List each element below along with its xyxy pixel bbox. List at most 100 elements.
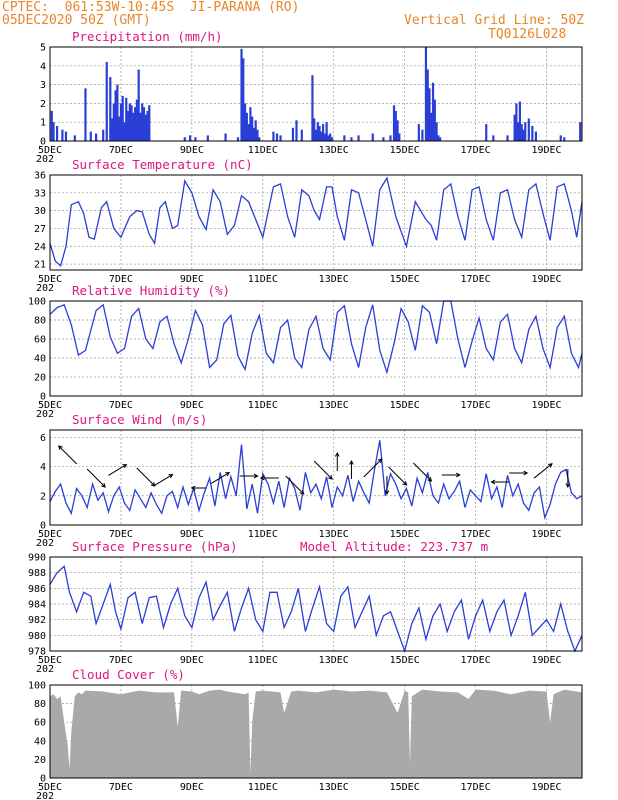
x-tick-label: 13DEC xyxy=(319,145,349,156)
x-tick-label: 5DEC xyxy=(38,529,62,540)
y-tick-label: 986 xyxy=(28,584,46,595)
wind-arrow-head xyxy=(299,490,305,495)
y-tick-label: 2 xyxy=(40,99,46,110)
y-tick-label: 6 xyxy=(40,433,46,444)
precip-bar xyxy=(256,129,259,141)
x-tick-label: 7DEC xyxy=(109,782,133,793)
wind-arrow-head xyxy=(225,472,231,477)
precip-bar xyxy=(398,133,401,141)
precip-bar xyxy=(435,122,438,141)
temperature-series-line xyxy=(49,176,583,267)
precip-bar xyxy=(527,118,530,141)
wind-arrow xyxy=(210,472,230,484)
wind-arrow xyxy=(313,460,333,480)
precip-bar xyxy=(439,137,442,141)
precip-bar xyxy=(329,133,332,141)
wind-arrow xyxy=(388,466,407,486)
precip-bar xyxy=(357,135,360,141)
precipitation-plot-frame xyxy=(49,46,583,142)
humidity-title: Relative Humidity (%) xyxy=(72,283,230,298)
x-tick-label: 15DEC xyxy=(390,400,420,411)
wind-arrow-head xyxy=(334,451,340,457)
precip-bar xyxy=(236,137,240,141)
x-tick-label: 13DEC xyxy=(319,274,349,285)
wind-arrow xyxy=(58,445,78,465)
x-tick-label: 5DEC xyxy=(38,145,62,156)
wind-arrow-head xyxy=(57,445,63,450)
x-tick-label: 17DEC xyxy=(461,145,491,156)
wind-title: Surface Wind (m/s) xyxy=(72,412,207,427)
x-overflow-label: 202 xyxy=(36,409,54,420)
precip-bar xyxy=(513,114,516,141)
wind-arrow-head xyxy=(349,459,354,465)
precip-bar xyxy=(123,122,126,141)
precip-bar xyxy=(316,122,319,141)
wind-arrow-head xyxy=(456,472,461,478)
cloud-title: Cloud Cover (%) xyxy=(72,667,185,682)
x-tick-label: 17DEC xyxy=(461,782,491,793)
wind-arrow-head xyxy=(547,463,553,468)
y-tick-label: 100 xyxy=(28,681,46,692)
wind-arrow xyxy=(136,467,156,487)
wind-arrow-head xyxy=(122,464,128,469)
precip-bar xyxy=(61,129,64,141)
precip-bar xyxy=(424,47,428,141)
precip-bar xyxy=(389,135,392,141)
wind-arrow xyxy=(108,464,127,476)
x-tick-label: 11DEC xyxy=(248,655,278,666)
wind-arrow-head xyxy=(565,483,571,489)
y-tick-label: 0 xyxy=(40,137,46,148)
y-tick-label: 990 xyxy=(28,553,46,564)
precip-bar xyxy=(300,129,303,141)
x-tick-label: 15DEC xyxy=(390,145,420,156)
x-tick-label: 9DEC xyxy=(180,782,204,793)
precip-bar xyxy=(128,103,131,141)
x-tick-label: 9DEC xyxy=(180,529,204,540)
precip-bar xyxy=(247,124,250,141)
precip-bar xyxy=(144,114,147,141)
x-tick-label: 19DEC xyxy=(531,655,561,666)
wind-arrow xyxy=(533,463,553,479)
x-tick-label: 11DEC xyxy=(248,782,278,793)
precip-bar xyxy=(433,99,436,141)
x-tick-label: 5DEC xyxy=(38,655,62,666)
y-tick-label: 80 xyxy=(34,699,46,710)
precip-bar xyxy=(279,135,282,141)
precip-bar xyxy=(109,77,112,141)
x-tick-label: 11DEC xyxy=(248,400,278,411)
precip-bar xyxy=(579,122,582,141)
precip-bar xyxy=(245,112,248,141)
x-overflow-label: 202 xyxy=(36,791,54,800)
wind-arrow-head xyxy=(427,477,433,482)
y-tick-label: 80 xyxy=(34,316,46,327)
y-tick-label: 30 xyxy=(34,206,46,217)
wind-plot-frame xyxy=(49,429,583,526)
header-model-id: TQ0126L028 xyxy=(488,27,567,42)
precip-bar xyxy=(431,82,435,141)
pressure-title: Surface Pressure (hPa) xyxy=(72,539,238,554)
model-altitude-label: Model Altitude: 223.737 m xyxy=(300,539,488,554)
precip-bar xyxy=(426,69,429,141)
wind-arrow xyxy=(285,475,305,495)
x-tick-label: 9DEC xyxy=(180,145,204,156)
precip-bar xyxy=(130,105,133,141)
precip-bar xyxy=(350,137,353,141)
x-tick-label: 17DEC xyxy=(461,655,491,666)
precip-bar xyxy=(492,135,495,141)
precip-bar xyxy=(311,75,314,141)
precip-bar xyxy=(110,118,114,141)
y-tick-label: 982 xyxy=(28,615,46,626)
x-tick-label: 7DEC xyxy=(109,145,133,156)
x-tick-label: 11DEC xyxy=(248,529,278,540)
precip-bar xyxy=(392,105,396,141)
precip-bar xyxy=(121,95,124,141)
x-tick-label: 7DEC xyxy=(109,400,133,411)
x-tick-label: 17DEC xyxy=(461,274,491,285)
precip-bar xyxy=(194,137,197,141)
precip-bar xyxy=(515,103,518,141)
wind-arrow-head xyxy=(168,474,174,479)
precip-bar xyxy=(313,118,316,141)
precip-bar xyxy=(314,129,318,141)
pressure-plot-frame xyxy=(49,556,583,652)
x-overflow-label: 202 xyxy=(36,664,54,675)
